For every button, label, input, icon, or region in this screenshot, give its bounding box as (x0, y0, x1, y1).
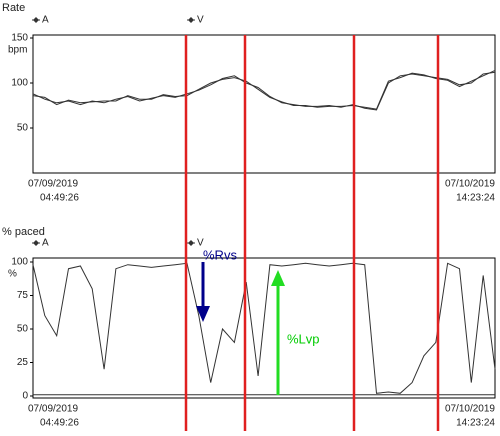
annotation: %Rvs (203, 247, 237, 262)
series-line (32, 69, 496, 110)
legend-label: V (197, 238, 204, 249)
arrow-head (196, 306, 210, 322)
x-tick-label: 04:49:26 (40, 193, 79, 204)
plot-frame (32, 257, 496, 399)
panel-title: Rate (2, 2, 25, 14)
legend-marker (33, 17, 39, 23)
y-tick-label: 100 (11, 257, 28, 268)
y-tick-label: 100 (11, 78, 28, 89)
x-tick-label: 07/10/2019 (445, 404, 495, 415)
y-unit: bpm (8, 45, 27, 56)
y-tick-label: 75 (17, 290, 29, 301)
y-tick-label: 25 (17, 357, 29, 368)
series-line (32, 262, 496, 394)
annotation: %Lvp (287, 331, 320, 346)
y-tick-label: 0 (22, 391, 28, 402)
x-tick-label: 04:49:26 (40, 418, 79, 429)
y-tick-label: 50 (17, 123, 29, 134)
legend-marker (33, 240, 39, 246)
legend-label: A (42, 238, 49, 249)
legend-label: A (42, 15, 49, 26)
x-tick-label: 14:23:24 (456, 193, 495, 204)
y-unit: % (8, 269, 17, 280)
legend-marker (188, 240, 194, 246)
plot-frame (32, 34, 496, 174)
series-line (32, 71, 496, 111)
x-tick-label: 07/10/2019 (445, 179, 495, 190)
x-tick-label: 07/09/2019 (28, 404, 78, 415)
x-tick-label: 14:23:24 (456, 418, 495, 429)
legend-label: V (197, 15, 204, 26)
legend-marker (188, 17, 194, 23)
arrow-head (271, 270, 285, 286)
x-tick-label: 07/09/2019 (28, 179, 78, 190)
y-tick-label: 50 (17, 324, 29, 335)
panel-title: % paced (2, 226, 45, 238)
y-tick-label: 150 (11, 33, 28, 44)
